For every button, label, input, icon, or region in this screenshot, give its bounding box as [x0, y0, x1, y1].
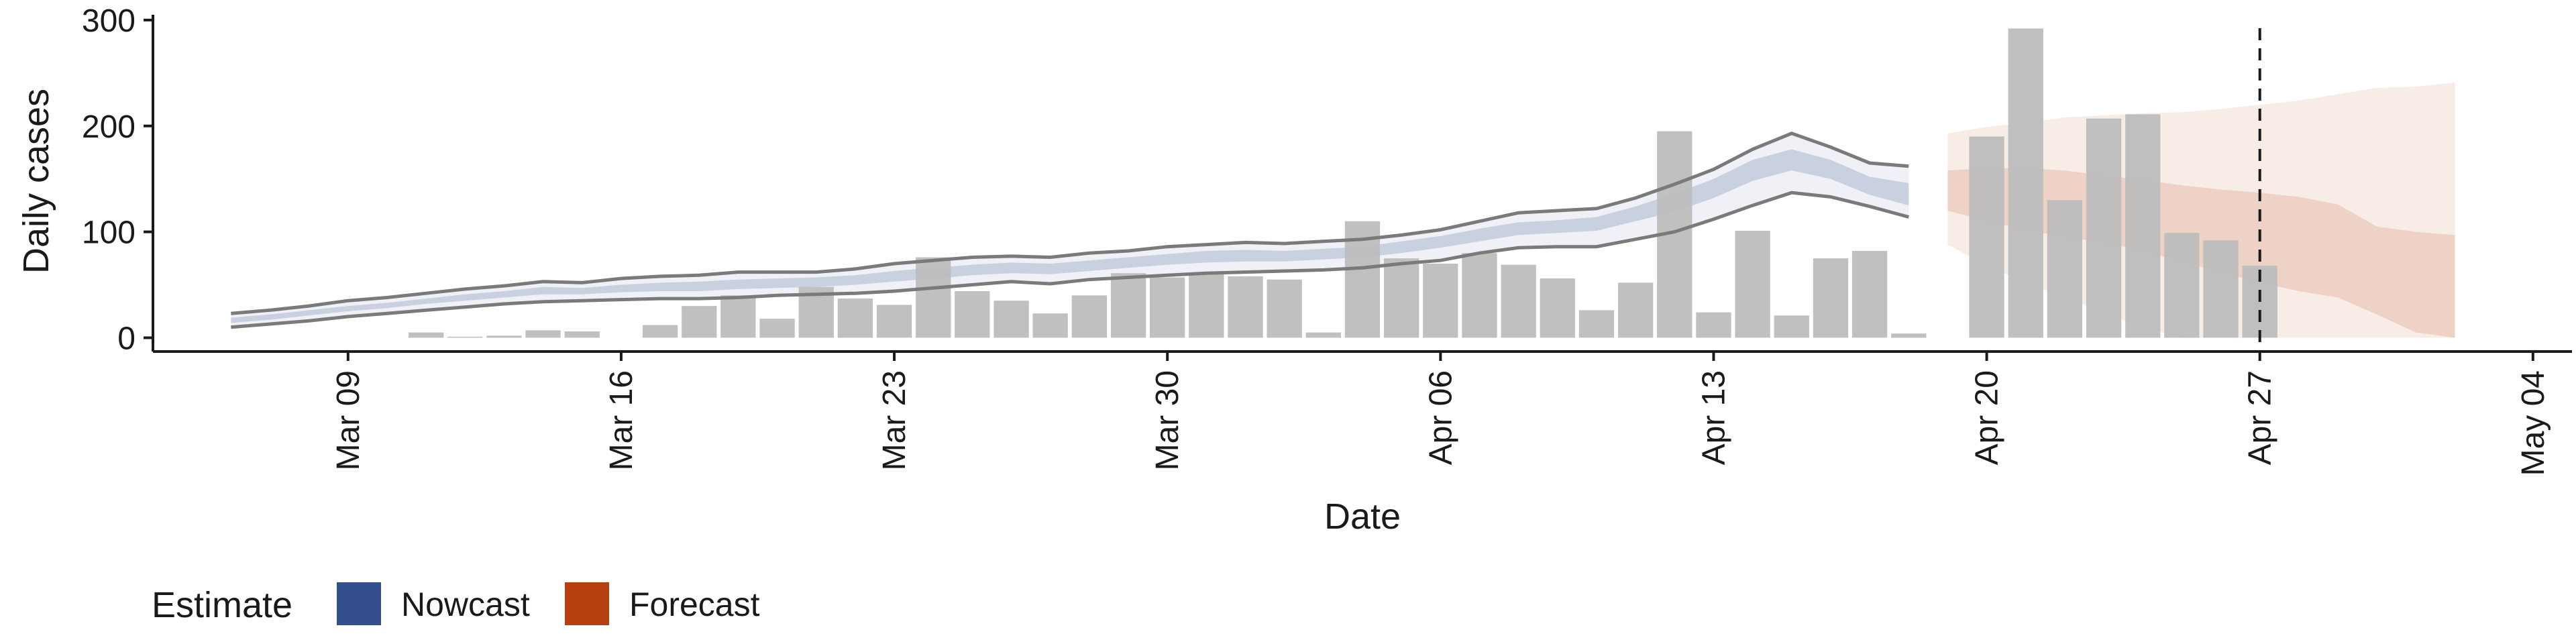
case-bar [720, 295, 756, 338]
y-tick-label: 0 [117, 321, 136, 356]
case-bar [994, 301, 1029, 338]
nowcast-lower-line [231, 191, 1909, 329]
case-bar [486, 335, 522, 338]
x-axis-ticks: Mar 09 Mar 16 Mar 23 Mar 30 Apr 06 Apr 13 Apr … [331, 352, 2551, 476]
case-bar [447, 336, 483, 338]
case-bar [1305, 332, 1341, 338]
x-tick-label: May 04 [2516, 370, 2551, 476]
x-tick-label: Apr 20 [1970, 370, 2005, 465]
legend-label-forecast: Forecast [629, 586, 760, 623]
nowcast-bound-lines [231, 131, 1909, 329]
legend-label-nowcast: Nowcast [401, 586, 530, 623]
x-tick-label: Apr 06 [1423, 370, 1458, 465]
nowcast-upper-line [231, 131, 1909, 315]
case-bar [1540, 278, 1575, 338]
case-bar [1578, 310, 1615, 338]
legend-title: Estimate [152, 585, 292, 625]
case-bar [682, 306, 717, 338]
x-tick-label: Mar 23 [877, 370, 912, 470]
case-bar [1071, 295, 1107, 338]
x-tick-label: Mar 16 [604, 370, 639, 470]
nowcast-inner-band [231, 149, 1909, 323]
case-bar [2125, 114, 2161, 338]
case-bar [1150, 277, 1185, 338]
case-bar [2164, 233, 2200, 338]
y-axis-label: Daily cases [16, 89, 56, 274]
case-bar [1891, 333, 1927, 338]
y-axis-ticks: 0 100 200 300 [82, 3, 153, 356]
observed-cases-bars [409, 28, 2277, 338]
case-bar [1267, 279, 1302, 338]
case-bar [1423, 264, 1458, 338]
legend-swatch-nowcast [337, 582, 381, 625]
case-bar [1228, 276, 1263, 338]
case-bar [525, 330, 561, 338]
case-bar [1851, 251, 1888, 338]
case-bar [1501, 264, 1536, 338]
case-bar [1384, 258, 1419, 338]
y-tick-label: 200 [82, 109, 136, 145]
x-axis-label: Date [1324, 496, 1401, 537]
x-tick-label: Apr 13 [1696, 370, 1731, 465]
case-bar [876, 305, 912, 338]
case-bar [1110, 273, 1146, 338]
case-bar [2086, 118, 2122, 338]
case-bar [1696, 312, 1731, 338]
case-bar [1969, 136, 2004, 338]
case-bar [2008, 28, 2043, 338]
legend-swatch-forecast [565, 582, 609, 625]
y-tick-label: 100 [82, 215, 136, 251]
case-bar [1462, 253, 1497, 338]
legend: Estimate Nowcast Forecast [152, 582, 760, 625]
x-tick-label: Apr 27 [2243, 370, 2278, 465]
case-bar [955, 291, 990, 338]
x-tick-label: Mar 09 [331, 370, 366, 470]
case-bar [759, 319, 795, 338]
case-bar [1189, 273, 1224, 338]
case-bar [1735, 231, 1770, 338]
case-bar [916, 257, 951, 338]
axes: 0 100 200 300 Mar 09 Mar 16 Mar 23 Mar 30 Apr 0… [82, 3, 2572, 476]
x-tick-label: Mar 30 [1150, 370, 1185, 470]
case-bar [2203, 240, 2239, 338]
case-bar [2047, 200, 2082, 338]
case-bar [1618, 282, 1654, 338]
case-bar [564, 331, 600, 338]
y-tick-label: 300 [82, 3, 136, 39]
case-bar [409, 332, 444, 338]
case-bar [1032, 313, 1068, 338]
case-bar [837, 299, 873, 338]
nowcast-outer-band [231, 133, 1909, 327]
case-bar [1774, 315, 1809, 338]
case-bar [1813, 258, 1849, 338]
case-bar [642, 325, 678, 338]
